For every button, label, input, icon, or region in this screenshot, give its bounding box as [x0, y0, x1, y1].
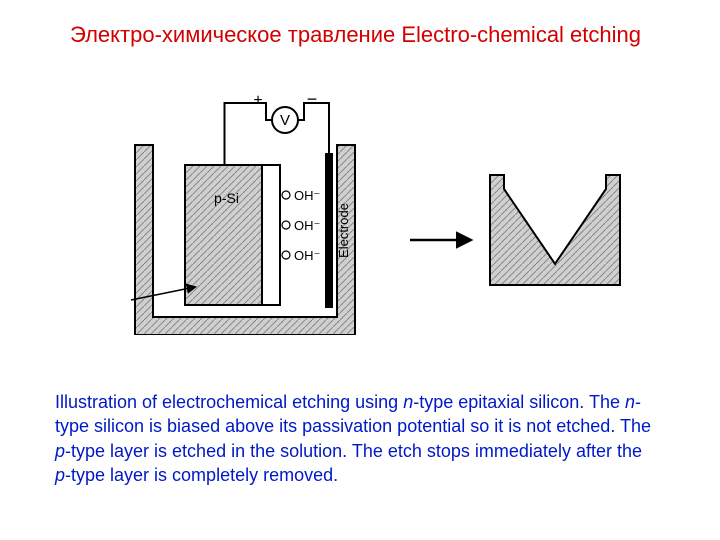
caption-text: -type epitaxial silicon. The [413, 392, 625, 412]
svg-text:Electrode: Electrode [336, 203, 351, 258]
caption: Illustration of electrochemical etching … [55, 390, 655, 487]
svg-text:−: − [307, 89, 318, 109]
svg-text:OH⁻: OH⁻ [294, 188, 320, 203]
svg-text:OH⁻: OH⁻ [294, 248, 320, 263]
diagram: V+−n-Sip-SiOH⁻OH⁻OH⁻Electrode [130, 75, 630, 335]
svg-text:p-Si: p-Si [214, 190, 239, 206]
svg-text:V: V [280, 112, 290, 129]
caption-text: -type layer is etched in the solution. T… [65, 441, 642, 461]
caption-text: Illustration of electrochemical etching … [55, 392, 403, 412]
italic-n1: n [403, 392, 413, 412]
italic-p2: p [55, 465, 65, 485]
svg-text:+: + [253, 92, 262, 109]
page-title: Электро-химическое травление Electro-che… [70, 22, 641, 48]
italic-n2: n [625, 392, 635, 412]
caption-text: -type layer is completely removed. [65, 465, 338, 485]
svg-text:OH⁻: OH⁻ [294, 218, 320, 233]
italic-p1: p [55, 441, 65, 461]
